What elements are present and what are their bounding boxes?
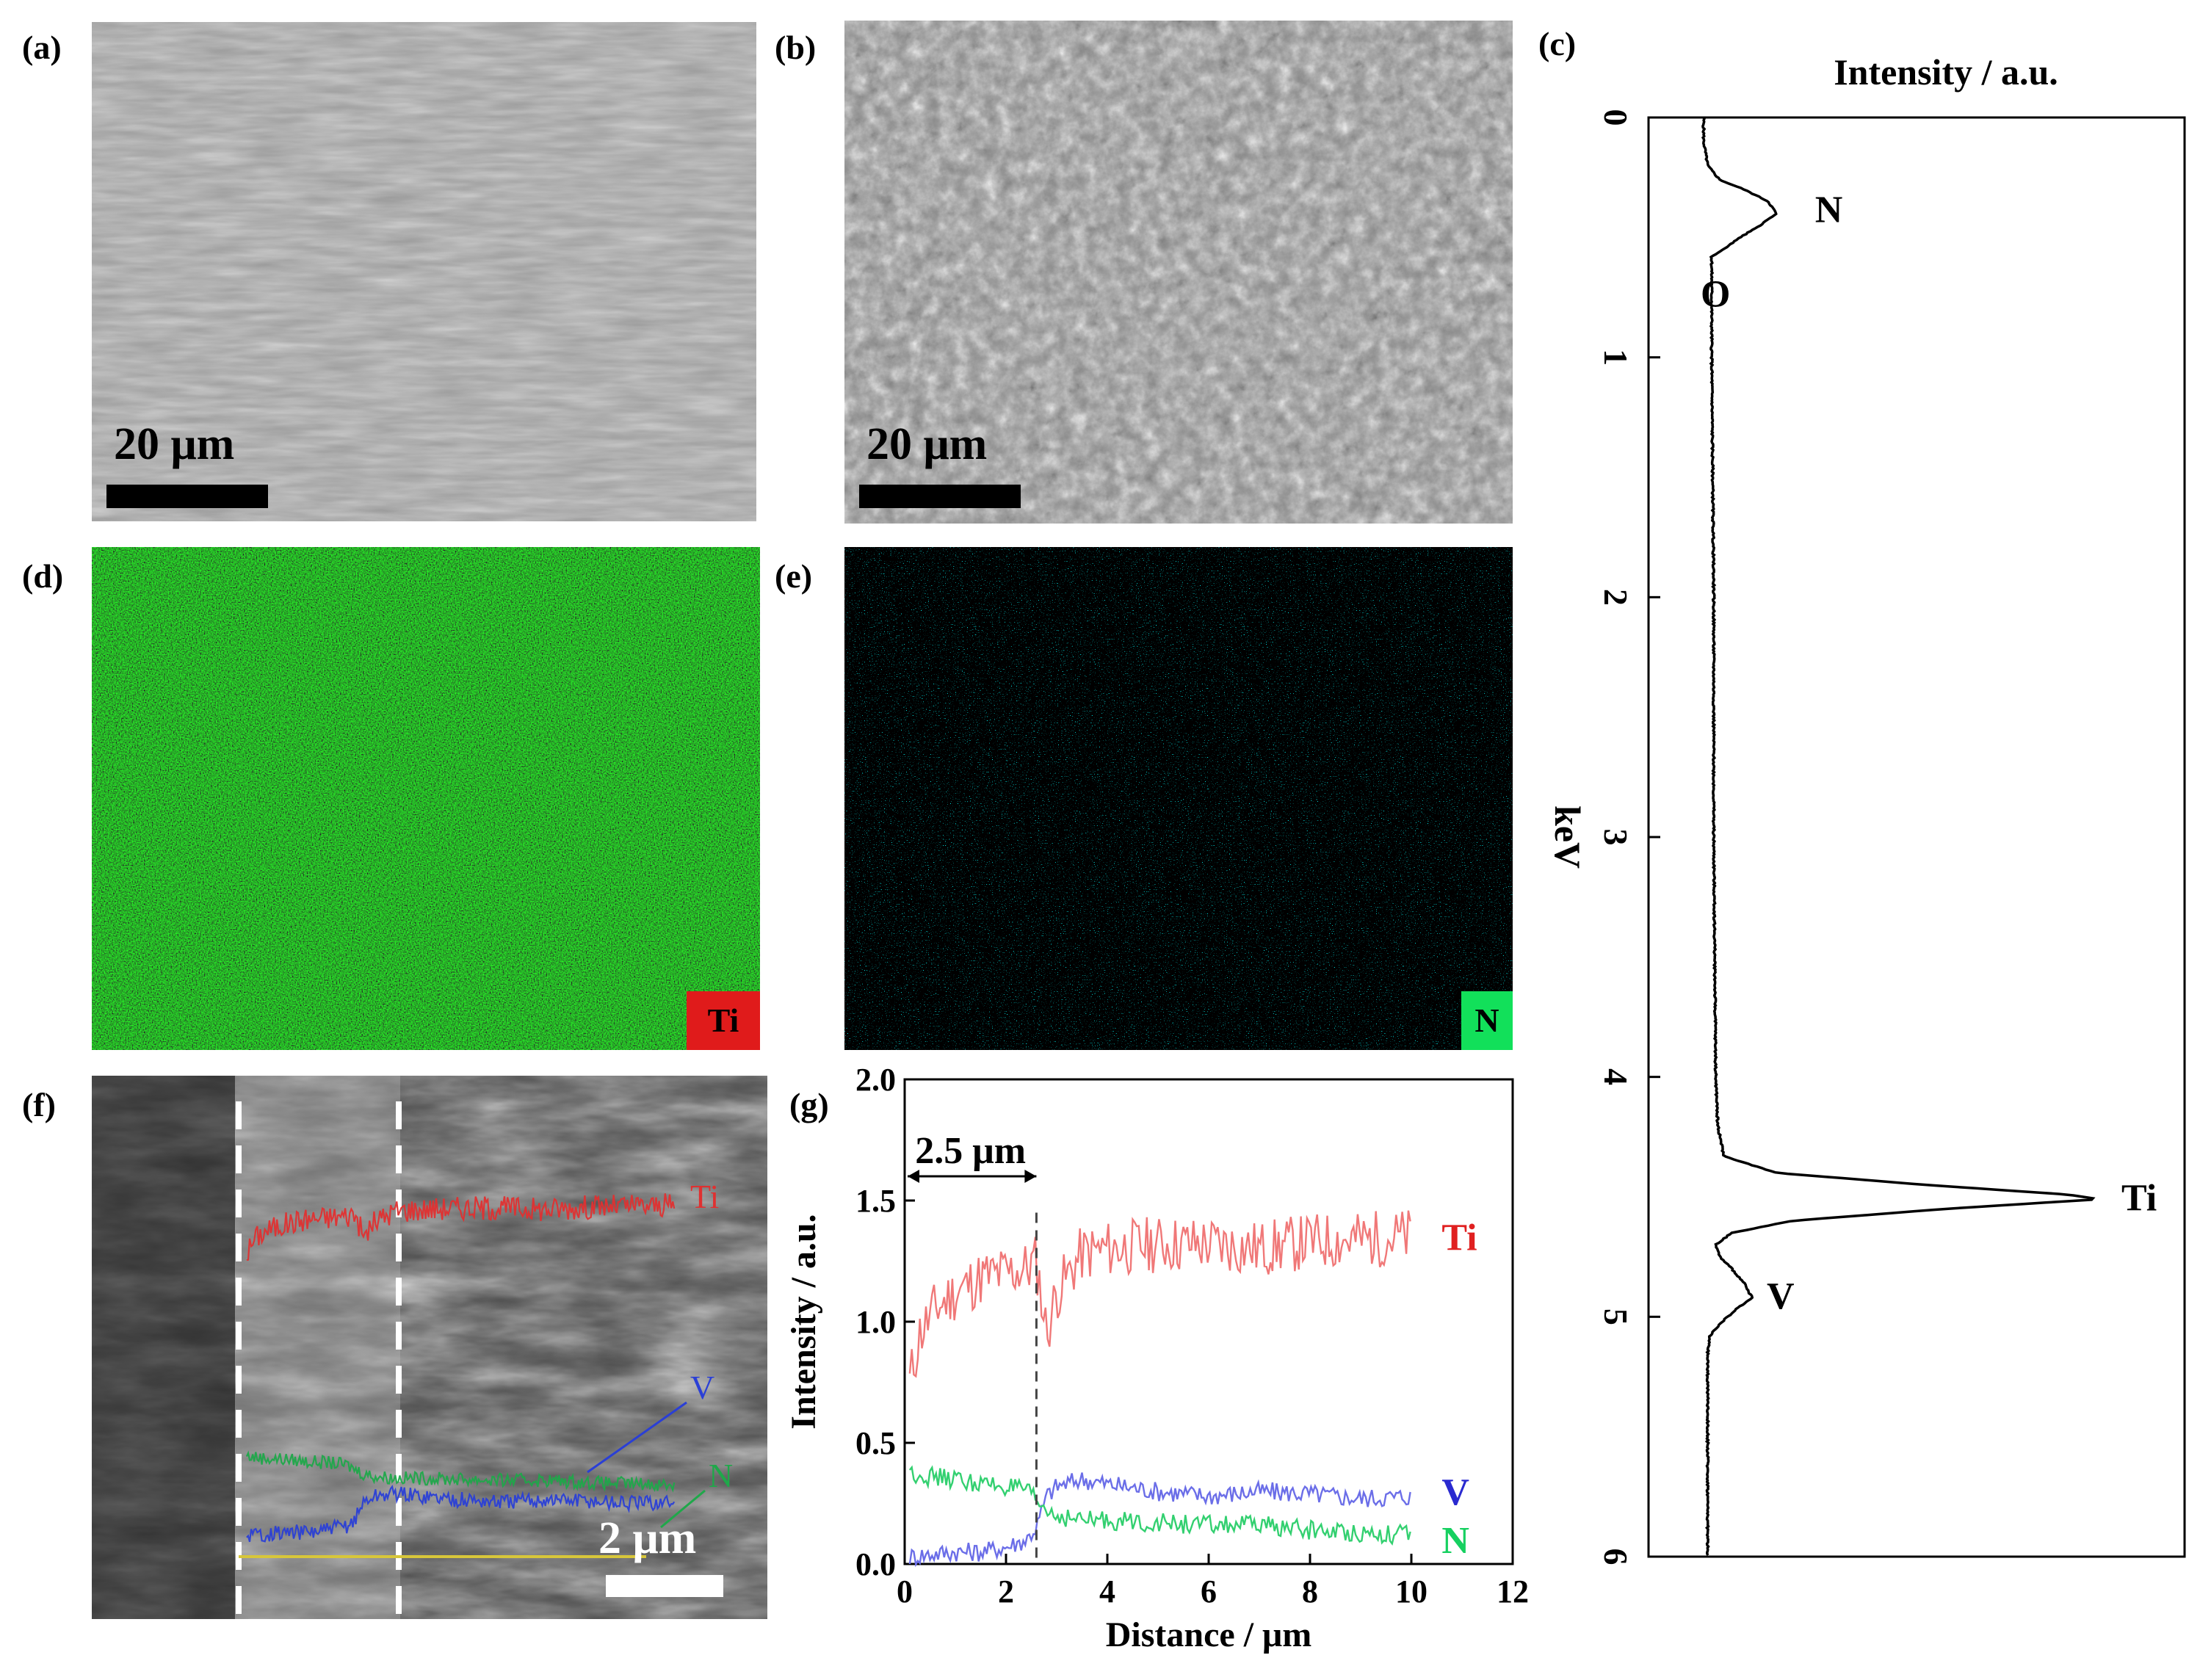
g-annotation-label: 2.5 μm [915, 1130, 1026, 1172]
c-kev-tick-label: 6 [1597, 1549, 1635, 1565]
panel-label-b: (b) [775, 29, 816, 66]
c-kev-tick-label: 2 [1597, 589, 1635, 606]
overlay-label-ti: Ti [690, 1178, 719, 1215]
g-x-tick-label: 12 [1497, 1574, 1529, 1610]
g-x-tick-label: 8 [1302, 1574, 1318, 1610]
overlay-label-v: V [690, 1369, 714, 1406]
f-overlay-ti-trace [246, 1193, 676, 1261]
panel-e: (e) N [775, 547, 1513, 1050]
c-plot-frame [1647, 116, 2186, 1558]
g-x-axis-label: Distance / μm [1106, 1615, 1312, 1654]
ti-map-label: Ti [708, 1002, 739, 1039]
c-kev-tick-label: 1 [1597, 349, 1635, 366]
g-series-label-v: V [1441, 1471, 1469, 1513]
c-peak-label-o: O [1701, 273, 1730, 315]
c-peak-label-ti: Ti [2121, 1177, 2157, 1219]
panel-d: (d) Ti [22, 547, 760, 1050]
g-y-tick-label: 0.5 [855, 1425, 896, 1461]
g-series-ti-line [908, 1210, 1411, 1378]
c-spectrum-line [1701, 117, 2096, 1556]
scale-bar-label-b: 20 μm [866, 419, 987, 469]
scale-bar-label-f: 2 μm [598, 1513, 696, 1563]
scale-bar-label-a: 20 μm [114, 419, 234, 469]
overlay-label-n: N [709, 1457, 733, 1494]
g-y-tick-label: 1.0 [855, 1304, 896, 1340]
line-scan-overlay [245, 1193, 676, 1543]
panel-g: (g) 0 2 4 6 8 10 12 0.0 0.5 1.0 1.5 2.0 Distance / μ… [784, 1062, 1529, 1654]
g-series-v-line [908, 1472, 1411, 1568]
panel-f: (f) Ti V N 2 μm [22, 1076, 767, 1619]
g-y-axis-label: Intensity / a.u. [784, 1214, 823, 1429]
panel-label-f: (f) [22, 1086, 56, 1123]
c-kev-tick-label: 3 [1597, 829, 1635, 846]
panel-label-c: (c) [1538, 25, 1576, 62]
overlay-leader-n [660, 1489, 706, 1529]
f-overlay-n-trace [245, 1450, 676, 1493]
g-y-tick-label: 2.0 [855, 1062, 896, 1098]
scale-bar-a [106, 485, 268, 508]
panel-label-e: (e) [775, 557, 812, 595]
panel-a: (a) 20 μm [22, 22, 756, 521]
c-kev-axis-label: keV [1547, 805, 1588, 869]
eds-spectrum-chart: Intensity / a.u. 0 1 2 3 4 5 6 keV N O Ti V [1547, 51, 2186, 1565]
panel-label-d: (d) [22, 557, 63, 595]
f-overlay-v-trace [246, 1485, 676, 1543]
g-x-tick-label: 4 [1099, 1574, 1115, 1610]
overlay-leader-v [587, 1401, 687, 1474]
panel-label-a: (a) [22, 29, 62, 66]
line-scan-chart: 0 2 4 6 8 10 12 0.0 0.5 1.0 1.5 2.0 Distance / μm Int… [784, 1062, 1529, 1654]
c-peak-label-v: V [1767, 1275, 1795, 1317]
panel-label-g: (g) [789, 1086, 829, 1123]
c-kev-tick-label: 5 [1597, 1308, 1635, 1325]
g-x-tick-label: 6 [1201, 1574, 1217, 1610]
panel-b: (b) 20 μm [775, 21, 1513, 524]
g-x-tick-label: 2 [998, 1574, 1014, 1610]
g-y-tick-label: 1.5 [855, 1183, 896, 1219]
n-map-badge [1461, 991, 1513, 1050]
c-kev-tick-label: 4 [1597, 1068, 1635, 1085]
c-peak-label-n: N [1815, 189, 1843, 231]
c-intensity-axis-title: Intensity / a.u. [1834, 51, 2058, 93]
scale-bar-b [859, 485, 1021, 508]
g-y-tick-label: 0.0 [855, 1546, 896, 1582]
g-x-tick-label: 10 [1395, 1574, 1428, 1610]
n-map-label: N [1474, 1002, 1499, 1039]
scale-bar-f [606, 1575, 723, 1597]
g-x-tick-label: 0 [897, 1574, 913, 1610]
ti-map-badge [687, 991, 760, 1050]
g-series-label-ti: Ti [1441, 1217, 1477, 1259]
panel-c: (c) Intensity / a.u. 0 1 2 3 4 5 6 keV N O Ti V [1538, 25, 2186, 1565]
g-series-n-line [908, 1465, 1411, 1546]
g-series-label-n: N [1441, 1520, 1469, 1562]
c-kev-tick-label: 0 [1597, 109, 1635, 126]
